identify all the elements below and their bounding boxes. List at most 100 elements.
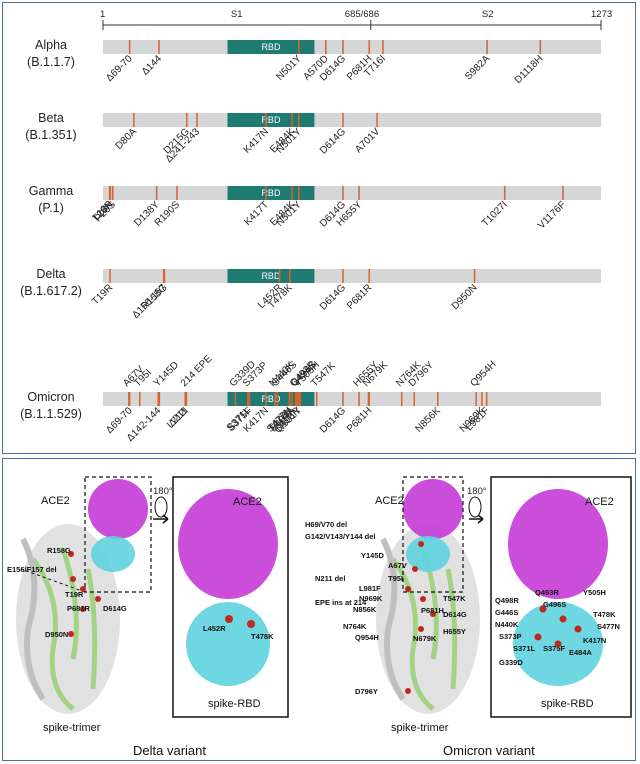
mutation-label: N501Y <box>274 53 304 83</box>
omicron-mut-label: N211 del <box>315 574 345 583</box>
omicron-mut-label: H655Y <box>443 627 466 636</box>
spike-bar <box>103 269 601 283</box>
variant-name: Gamma <box>29 184 74 198</box>
mutation-label: A701V <box>353 126 382 155</box>
mutation-label: N856K <box>413 405 443 435</box>
delta-arrow-head-icon <box>162 514 169 524</box>
rbd-block <box>227 40 315 54</box>
delta-rotation-label: 180° <box>153 486 173 497</box>
mutation-label: Δ144 <box>140 53 165 78</box>
omicron-rbd-mut-label: T478K <box>593 610 616 619</box>
rbd-label: RBD <box>261 115 281 125</box>
omicron-rbd-label: spike-RBD <box>541 698 594 710</box>
omicron-mut-dot <box>412 566 418 572</box>
omicron-rbd-mut-label: N440K <box>495 620 519 629</box>
omicron-zoom-mut-dot <box>539 605 547 613</box>
omicron-mut-label: N679K <box>413 634 437 643</box>
mutation-label: S982A <box>463 53 492 82</box>
mutation-label: P26S <box>93 199 118 224</box>
omicron-mut-label: T547K <box>443 594 466 603</box>
mutation-label: D614G <box>318 405 348 435</box>
omicron-rbd-mut-label: S477N <box>597 622 620 631</box>
delta-rbd-label: spike-RBD <box>208 698 261 710</box>
omicron-rbd-mut-label: S371L <box>513 644 536 653</box>
omicron-rbd-mut-label: Y505H <box>583 588 606 597</box>
omicron-mut-label: G142/V143/Y144 del <box>305 532 375 541</box>
rbd-label: RBD <box>261 188 281 198</box>
delta-mut-dot <box>80 606 86 612</box>
mutation-label: Y145D <box>152 360 181 389</box>
delta-mut-dot <box>70 576 76 582</box>
mutation-label: 214 EPE <box>179 353 215 389</box>
mutation-label: L212I <box>165 405 190 430</box>
omicron-mut-dot <box>418 626 424 632</box>
rbd-block <box>227 269 315 283</box>
omicron-mut-label: D614G <box>443 610 467 619</box>
delta-zoom-mut-dot <box>225 615 233 623</box>
omicron-mut-label: A67V <box>388 561 407 570</box>
mutation-label: P681R <box>345 282 374 311</box>
omicron-mut-label: Y145D <box>361 551 385 560</box>
axis-end-label: 1273 <box>591 9 612 20</box>
variant-lineage: (B.1.1.529) <box>20 407 82 421</box>
omicron-zoom-mut-dot <box>574 625 582 633</box>
structure-panel: ACE2 R158G E156/F157 del T19R P681R D614… <box>2 458 636 761</box>
delta-mut-label: E156/F157 del <box>7 565 57 574</box>
mutation-label: T19R <box>90 282 115 307</box>
mutation-label: P681H <box>345 405 374 434</box>
omicron-mut-label: L981F <box>359 584 381 593</box>
delta-mut-dot <box>95 596 101 602</box>
mutation-label: Q954H <box>468 359 498 389</box>
omicron-mut-label: H69/V70 del <box>305 520 347 529</box>
mutation-map-svg: 1 1273 685/686 S1 S2 Alpha (B.1.1.7) RBD Δ69-70 Δ… <box>20 9 612 444</box>
mutation-label: D614G <box>318 282 348 312</box>
spike-bar <box>103 392 601 406</box>
mutation-label: D80A <box>114 126 140 152</box>
omicron-zoom-ace2-label: ACE2 <box>585 496 614 508</box>
omicron-rbd-mut-label: K417N <box>583 636 606 645</box>
delta-zoom-line <box>20 568 86 593</box>
mutation-label: V1176F <box>536 199 568 231</box>
omicron-rbd-mut-label: G446S <box>495 608 518 617</box>
omicron-rbd-mut-label: S375F <box>543 644 566 653</box>
omicron-ace2-label: ACE2 <box>375 495 404 507</box>
omicron-mut-dot <box>430 611 436 617</box>
delta-mut-label: P681R <box>67 604 91 613</box>
delta-rbd-mut-label: T478K <box>251 632 274 641</box>
variant-lineage: (B.1.1.7) <box>27 55 75 69</box>
delta-mut-label: R158G <box>47 546 71 555</box>
omicron-zoom-mut-dot <box>534 633 542 641</box>
omicron-mut-label: Q954H <box>355 633 379 642</box>
s1-label: S1 <box>231 9 243 20</box>
mutation-label: K417T <box>242 199 271 228</box>
omicron-rbd-mut-label: Q493R <box>535 588 559 597</box>
omicron-mut-label: N969K <box>359 594 383 603</box>
delta-mut-dot <box>68 551 74 557</box>
mutation-label: Δ69-70 <box>104 53 135 84</box>
spike-bar <box>103 40 601 54</box>
delta-rbd-blob <box>91 536 135 572</box>
mutation-label: D1118H <box>513 53 546 86</box>
variant-name: Beta <box>38 111 64 125</box>
mutation-label: R158G <box>139 282 169 312</box>
mutation-map-panel: 1 1273 685/686 S1 S2 Alpha (B.1.1.7) RBD Δ69-70 Δ… <box>2 2 636 454</box>
omicron-caption: Omicron variant <box>443 743 535 758</box>
omicron-rbd-mut-label: Q498R <box>495 596 519 605</box>
variant-lineage: (P.1) <box>38 201 63 215</box>
axis-boundary-label: 685/686 <box>345 9 379 20</box>
delta-rbd-mut-label: L452R <box>203 624 226 633</box>
omicron-mut-dot <box>418 541 424 547</box>
delta-zoom-ace2-label: ACE2 <box>233 496 262 508</box>
delta-mut-dot <box>68 631 74 637</box>
omicron-trimer-chain-grey <box>380 537 406 701</box>
omicron-mut-label: T95I <box>388 574 403 583</box>
delta-mut-dot <box>80 586 86 592</box>
delta-mut-label: D614G <box>103 604 127 613</box>
omicron-ace2-blob <box>403 479 463 539</box>
omicron-mut-label: EPE ins at 214 <box>315 598 367 607</box>
omicron-structure-group: ACE2 H69/V70 del G142/V143/Y144 del Y145… <box>305 476 632 758</box>
delta-trimer-label: spike-trimer <box>43 722 101 734</box>
omicron-zoom-mut-dot <box>559 615 567 623</box>
omicron-rbd-mut-label: S373P <box>499 632 522 641</box>
spike-bar <box>103 113 601 127</box>
